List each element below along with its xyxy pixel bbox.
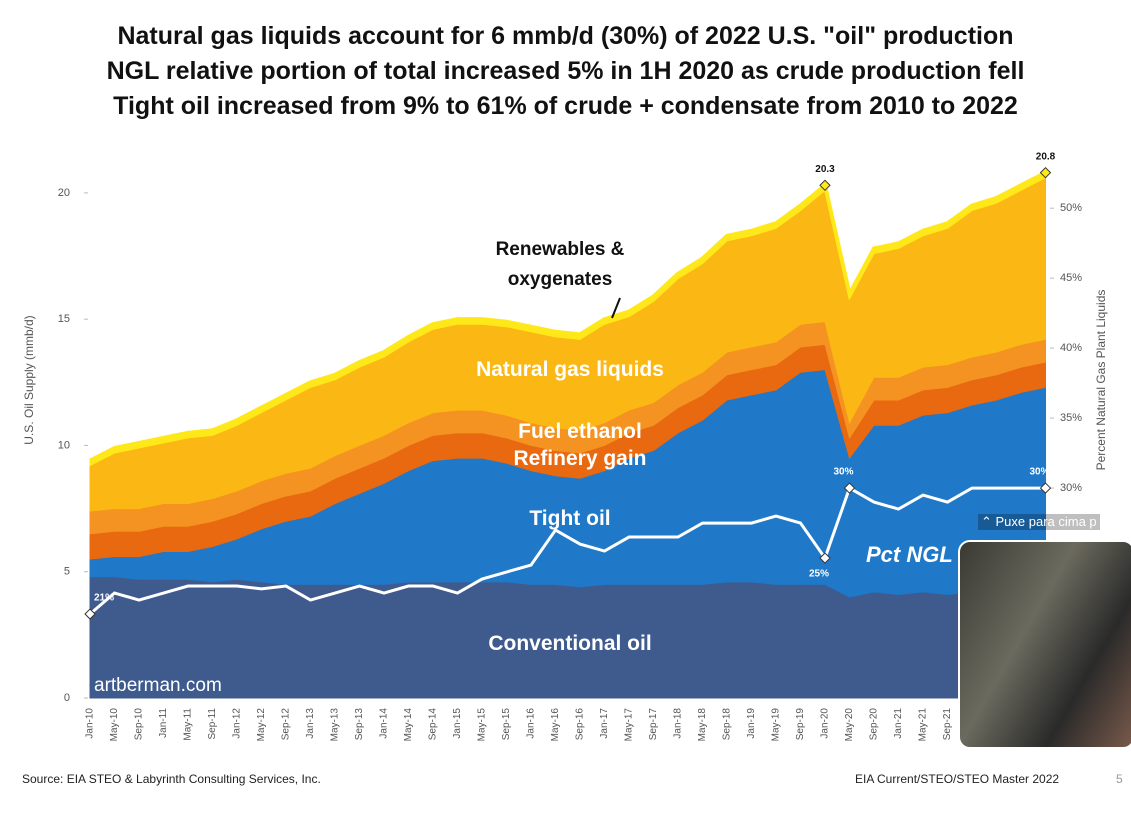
annotation: 20.8	[1036, 151, 1056, 162]
source: Source: EIA STEO & Labyrinth Consulting …	[22, 772, 321, 786]
y-axis-label: U.S. Oil Supply (mmb/d)	[22, 315, 36, 444]
x-tick-label: May-20	[844, 708, 855, 742]
x-tick-label: Sep-20	[869, 708, 880, 741]
x-tick-label: Sep-11	[207, 708, 218, 740]
title-line: NGL relative portion of total increased …	[106, 57, 1025, 85]
x-tick-label: Jan-20	[820, 708, 831, 739]
x-tick-label: Sep-13	[354, 708, 365, 741]
x-tick-label: Jan-16	[526, 708, 537, 739]
value-label: 21%	[94, 593, 114, 604]
y-tick-label: 20	[58, 187, 70, 199]
x-tick-label: Sep-15	[501, 708, 512, 741]
marker	[819, 552, 831, 564]
x-tick-label: Jan-18	[673, 708, 684, 739]
y2-tick-label: 45%	[1060, 272, 1082, 284]
x-tick-label: Sep-21	[942, 708, 953, 741]
x-tick-label: May-13	[330, 708, 341, 742]
watermark: artberman.com	[94, 675, 222, 696]
x-tick-label: Jan-12	[232, 708, 243, 739]
x-tick-label: Sep-12	[281, 708, 292, 741]
x-tick-label: Jan-11	[158, 708, 169, 738]
peak-marker	[1039, 166, 1052, 179]
swipe-hint[interactable]: ⌃ Puxe para cima p	[978, 514, 1100, 530]
x-tick-label: May-19	[771, 708, 782, 742]
y2-tick-label: 35%	[1060, 412, 1082, 424]
marker	[84, 608, 96, 620]
y2-axis-label: Percent Natural Gas Plant Liquids	[1094, 290, 1108, 471]
line	[89, 485, 1046, 616]
x-tick-label: Jan-17	[599, 708, 610, 739]
page-number: 5	[1116, 772, 1123, 786]
x-tick-label: Sep-18	[722, 708, 733, 741]
title-line: Tight oil increased from 9% to 61% of cr…	[113, 92, 1018, 120]
x-tick-label: Jan-15	[452, 708, 463, 739]
x-tick-label: May-18	[697, 708, 708, 742]
x-tick-label: Sep-14	[428, 708, 439, 741]
y2-tick-label: 50%	[1060, 202, 1082, 214]
series-label: Renewables & oxygenates	[495, 239, 625, 290]
webcam	[958, 540, 1131, 749]
x-tick-label: Jan-13	[305, 708, 316, 739]
x-tick-label: Jan-21	[893, 708, 904, 739]
file-path: EIA Current/STEO/STEO Master 2022	[855, 772, 1060, 786]
value-label: 30%	[1029, 467, 1049, 478]
series-label: Fuel ethanol	[518, 420, 642, 443]
annotation: 20.3	[815, 164, 835, 175]
x-tick-label: Jan-10	[85, 708, 96, 739]
y-tick-label: 0	[64, 692, 70, 704]
x-tick-label: May-10	[109, 708, 120, 742]
x-tick-label: May-21	[918, 708, 929, 742]
x-tick-label: Sep-19	[795, 708, 806, 741]
y-tick-label: 15	[58, 313, 70, 325]
line-label: Pct NGL	[866, 542, 953, 567]
x-tick-label: May-12	[256, 708, 267, 742]
series-label: Conventional oil	[488, 632, 652, 655]
y2-tick-label: 30%	[1060, 482, 1082, 494]
x-tick-label: Sep-10	[134, 708, 145, 741]
x-tick-label: May-15	[477, 708, 488, 742]
x-tick-label: May-17	[624, 708, 635, 742]
pointer-arrow	[611, 297, 621, 319]
series-label: Tight oil	[529, 507, 611, 530]
x-tick-label: Jan-19	[746, 708, 757, 739]
x-tick-label: May-16	[550, 708, 561, 742]
x-tick-label: May-14	[403, 708, 414, 742]
marker	[843, 482, 856, 494]
x-tick-label: Sep-17	[648, 708, 659, 741]
x-tick-label: May-11	[183, 708, 194, 741]
series-label: Refinery gain	[513, 447, 647, 470]
title-line: Natural gas liquids account for 6 mmb/d …	[117, 22, 1014, 50]
x-tick-label: Sep-16	[575, 708, 586, 741]
peak-marker	[819, 179, 831, 192]
y2-tick-label: 40%	[1060, 342, 1082, 354]
y-tick-label: 10	[58, 439, 70, 451]
value-label: 25%	[809, 569, 829, 580]
y-tick-label: 5	[64, 566, 70, 578]
x-tick-label: Jan-14	[379, 708, 390, 739]
total-edge	[89, 170, 1047, 463]
value-label: 30%	[833, 467, 853, 478]
marker	[1039, 482, 1052, 494]
series-label: Natural gas liquids	[476, 358, 664, 381]
